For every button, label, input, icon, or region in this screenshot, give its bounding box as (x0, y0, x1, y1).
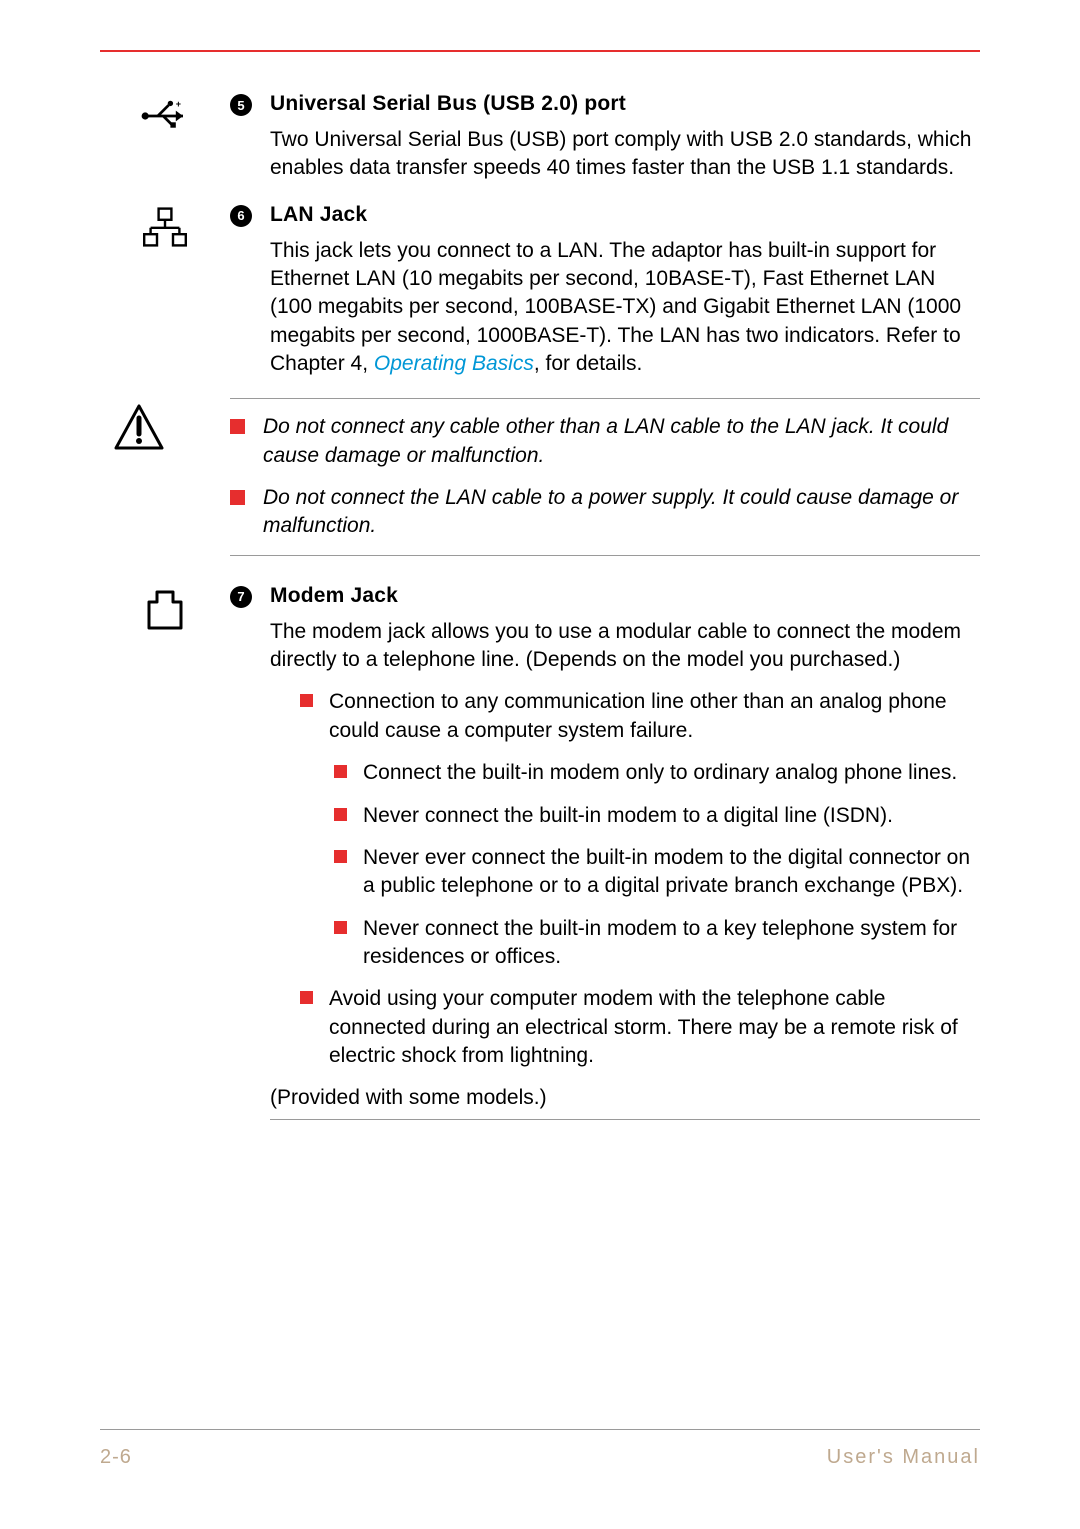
square-bullet-icon (334, 765, 347, 778)
modem-sub-2: Never ever connect the built-in modem to… (363, 844, 980, 901)
modem-content: Modem Jack The modem jack allows you to … (270, 584, 980, 1134)
warning-content: Do not connect any cable other than a LA… (230, 398, 980, 569)
usb-heading: Universal Serial Bus (USB 2.0) port (270, 92, 980, 116)
lan-icon (138, 207, 192, 247)
modem-num-col: 7 (230, 584, 270, 608)
callout-number-7: 7 (230, 586, 252, 608)
usb-body: Two Universal Serial Bus (USB) port comp… (270, 126, 980, 183)
square-bullet-icon (334, 850, 347, 863)
lan-body-post: , for details. (534, 352, 643, 375)
section-modem: 7 Modem Jack The modem jack allows you t… (100, 584, 980, 1134)
warning-list: Do not connect any cable other than a LA… (230, 413, 980, 540)
lan-num-col: 6 (230, 203, 270, 227)
modem-body: The modem jack allows you to use a modul… (270, 618, 980, 675)
warning-top-rule (230, 398, 980, 399)
list-item: Avoid using your computer modem with the… (300, 985, 980, 1070)
modem-sub-bullet-list: Connect the built-in modem only to ordin… (334, 759, 980, 971)
warning-text-1: Do not connect the LAN cable to a power … (263, 484, 980, 541)
warning-icon-col (100, 398, 230, 450)
warning-text-0: Do not connect any cable other than a LA… (263, 413, 980, 470)
lan-heading: LAN Jack (270, 203, 980, 227)
page: + 5 Universal Serial Bus (USB 2.0) port … (0, 0, 1080, 1529)
list-item: Never ever connect the built-in modem to… (334, 844, 980, 901)
modem-jack-icon (145, 588, 185, 632)
usb-num-col: 5 (230, 92, 270, 116)
modem-sub-0: Connect the built-in modem only to ordin… (363, 759, 957, 787)
square-bullet-icon (230, 419, 245, 434)
callout-number-6: 6 (230, 205, 252, 227)
section-usb: + 5 Universal Serial Bus (USB 2.0) port … (100, 92, 980, 197)
modem-bottom-rule (270, 1119, 980, 1120)
warning-bottom-rule (230, 555, 980, 556)
usb-icon-col: + (100, 92, 230, 136)
svg-text:+: + (176, 99, 181, 109)
usb-content: Universal Serial Bus (USB 2.0) port Two … (270, 92, 980, 197)
modem-bullet-0: Connection to any communication line oth… (329, 688, 980, 745)
square-bullet-icon (230, 490, 245, 505)
list-item: Never connect the built-in modem to a di… (334, 802, 980, 830)
footer-label: User's Manual (827, 1446, 980, 1469)
warning-item: Do not connect any cable other than a LA… (230, 413, 980, 470)
square-bullet-icon (300, 694, 313, 707)
modem-tail: (Provided with some models.) (270, 1084, 980, 1112)
list-item: Never connect the built-in modem to a ke… (334, 915, 980, 972)
top-rule (100, 50, 980, 52)
warning-icon (114, 404, 164, 450)
warning-box: Do not connect any cable other than a LA… (100, 398, 980, 569)
modem-sub-3: Never connect the built-in modem to a ke… (363, 915, 980, 972)
section-lan: 6 LAN Jack This jack lets you connect to… (100, 203, 980, 393)
list-item: Connect the built-in modem only to ordin… (334, 759, 980, 787)
square-bullet-icon (300, 991, 313, 1004)
square-bullet-icon (334, 921, 347, 934)
modem-icon-col (100, 584, 230, 632)
warning-item: Do not connect the LAN cable to a power … (230, 484, 980, 541)
lan-body: This jack lets you connect to a LAN. The… (270, 237, 980, 379)
modem-bullet-list: Connection to any communication line oth… (300, 688, 980, 745)
lan-content: LAN Jack This jack lets you connect to a… (270, 203, 980, 393)
operating-basics-link[interactable]: Operating Basics (374, 352, 534, 375)
lan-icon-col (100, 203, 230, 247)
page-number: 2-6 (100, 1446, 132, 1469)
modem-sub-1: Never connect the built-in modem to a di… (363, 802, 893, 830)
usb-icon: + (138, 96, 192, 136)
square-bullet-icon (334, 808, 347, 821)
modem-heading: Modem Jack (270, 584, 980, 608)
modem-bullet-1: Avoid using your computer modem with the… (329, 985, 980, 1070)
callout-number-5: 5 (230, 94, 252, 116)
page-footer: 2-6 User's Manual (100, 1429, 980, 1469)
list-item: Connection to any communication line oth… (300, 688, 980, 745)
modem-bullet-list-2: Avoid using your computer modem with the… (300, 985, 980, 1070)
